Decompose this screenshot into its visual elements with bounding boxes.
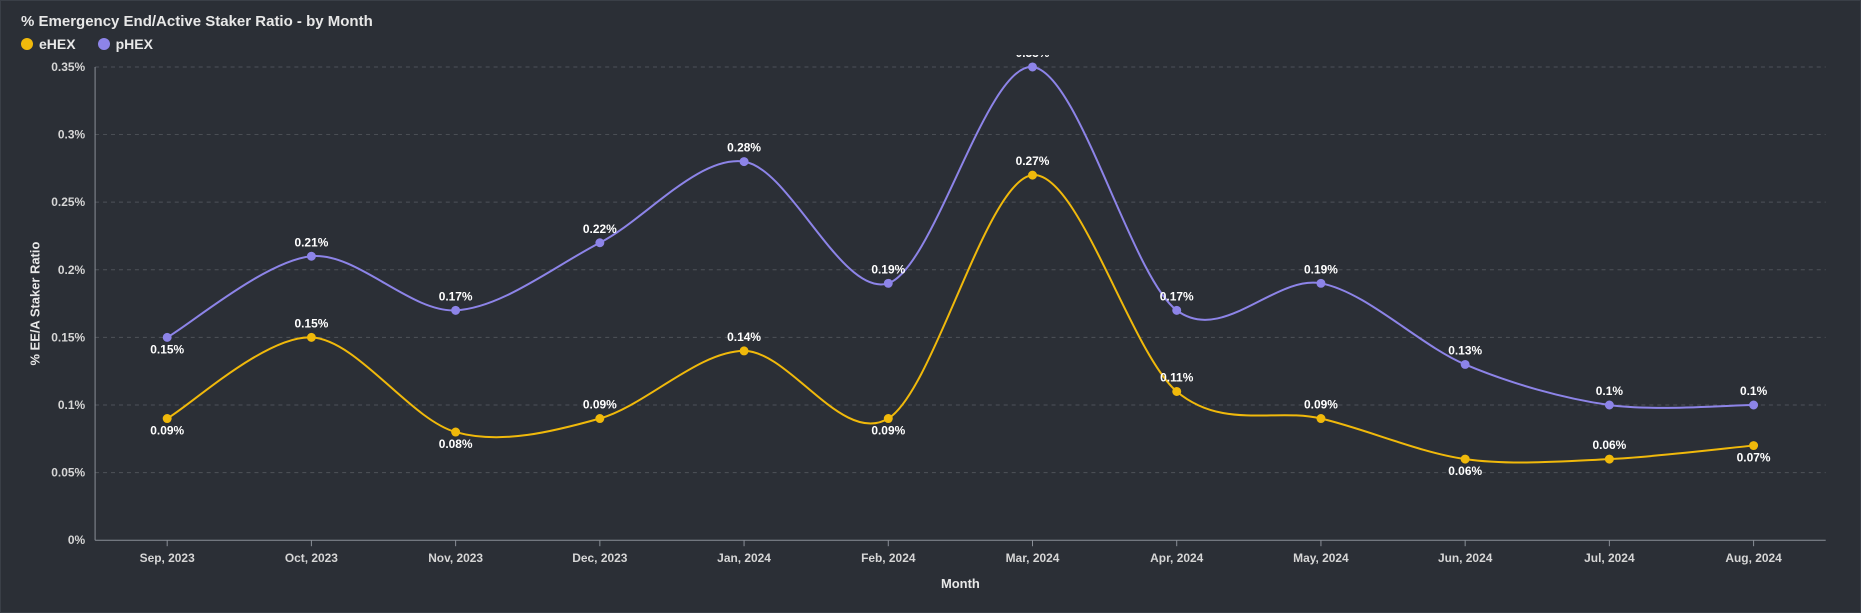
point-label-eHEX: 0.14%	[727, 330, 761, 344]
point-label-eHEX: 0.09%	[583, 398, 617, 412]
series-line-eHEX	[167, 175, 1753, 462]
legend-label-phex: pHEX	[116, 36, 153, 52]
x-tick-label: Dec, 2023	[572, 551, 627, 565]
point-eHEX[interactable]	[1173, 387, 1181, 395]
legend-label-ehex: eHEX	[39, 36, 76, 52]
x-tick-label: May, 2024	[1293, 551, 1349, 565]
series-line-pHEX	[167, 67, 1753, 408]
x-tick-label: Apr, 2024	[1150, 551, 1203, 565]
point-label-eHEX: 0.09%	[1304, 398, 1338, 412]
legend: eHEX pHEX	[21, 36, 1846, 52]
point-pHEX[interactable]	[596, 239, 604, 247]
point-pHEX[interactable]	[1461, 360, 1469, 368]
point-label-eHEX: 0.09%	[871, 423, 905, 437]
x-tick-label: Nov, 2023	[428, 551, 483, 565]
point-label-eHEX: 0.08%	[439, 437, 473, 451]
x-axis-title: Month	[941, 576, 980, 591]
legend-item-ehex[interactable]: eHEX	[21, 36, 76, 52]
point-label-pHEX: 0.17%	[439, 289, 473, 303]
y-tick-label: 0.05%	[51, 466, 85, 480]
x-tick-label: Jun, 2024	[1438, 551, 1493, 565]
x-tick-label: Jul, 2024	[1584, 551, 1635, 565]
point-eHEX[interactable]	[307, 333, 315, 341]
point-eHEX[interactable]	[884, 415, 892, 423]
point-label-pHEX: 0.1%	[1596, 384, 1624, 398]
point-pHEX[interactable]	[1173, 306, 1181, 314]
point-label-eHEX: 0.15%	[294, 316, 328, 330]
x-tick-label: Feb, 2024	[861, 551, 916, 565]
point-eHEX[interactable]	[596, 415, 604, 423]
y-tick-label: 0.3%	[58, 128, 86, 142]
point-eHEX[interactable]	[740, 347, 748, 355]
chart-card: % Emergency End/Active Staker Ratio - by…	[0, 0, 1861, 613]
point-eHEX[interactable]	[1605, 455, 1613, 463]
point-label-pHEX: 0.13%	[1448, 343, 1482, 357]
x-tick-label: Aug, 2024	[1725, 551, 1782, 565]
point-label-eHEX: 0.06%	[1448, 464, 1482, 478]
point-label-eHEX: 0.27%	[1016, 154, 1050, 168]
point-pHEX[interactable]	[163, 333, 171, 341]
point-label-pHEX: 0.15%	[150, 342, 184, 356]
point-label-eHEX: 0.11%	[1160, 371, 1194, 385]
point-label-pHEX: 0.28%	[727, 141, 761, 155]
x-tick-label: Mar, 2024	[1006, 551, 1060, 565]
point-label-eHEX: 0.07%	[1737, 451, 1771, 465]
point-label-pHEX: 0.35%	[1016, 55, 1050, 60]
point-eHEX[interactable]	[1750, 442, 1758, 450]
point-pHEX[interactable]	[1029, 63, 1037, 71]
point-label-pHEX: 0.21%	[294, 235, 328, 249]
y-tick-label: 0.2%	[58, 263, 86, 277]
legend-swatch-ehex	[21, 38, 33, 50]
y-tick-label: 0%	[68, 533, 86, 547]
x-tick-label: Sep, 2023	[140, 551, 195, 565]
point-pHEX[interactable]	[307, 252, 315, 260]
chart-svg: 0% 0.05% 0.1% 0.15% 0.2% 0.25% 0.3% 0.35% Sep, 2…	[15, 55, 1846, 598]
y-axis-title: % EE/A Staker Ratio	[27, 242, 42, 366]
legend-swatch-phex	[98, 38, 110, 50]
y-tick-label: 0.15%	[51, 330, 85, 344]
point-pHEX[interactable]	[1750, 401, 1758, 409]
x-tick-label: Oct, 2023	[285, 551, 338, 565]
legend-item-phex[interactable]: pHEX	[98, 36, 153, 52]
point-pHEX[interactable]	[884, 279, 892, 287]
point-label-pHEX: 0.17%	[1160, 289, 1194, 303]
y-tick-label: 0.1%	[58, 398, 86, 412]
point-pHEX[interactable]	[1317, 279, 1325, 287]
x-tick-label: Jan, 2024	[717, 551, 771, 565]
point-label-pHEX: 0.22%	[583, 222, 617, 236]
chart-title: % Emergency End/Active Staker Ratio - by…	[21, 13, 1846, 30]
point-eHEX[interactable]	[163, 415, 171, 423]
point-label-eHEX: 0.06%	[1592, 438, 1626, 452]
y-tick-label: 0.25%	[51, 195, 85, 209]
point-eHEX[interactable]	[1029, 171, 1037, 179]
point-eHEX[interactable]	[452, 428, 460, 436]
point-pHEX[interactable]	[740, 158, 748, 166]
point-pHEX[interactable]	[452, 306, 460, 314]
point-eHEX[interactable]	[1461, 455, 1469, 463]
point-pHEX[interactable]	[1605, 401, 1613, 409]
point-label-eHEX: 0.09%	[150, 423, 184, 437]
y-tick-label: 0.35%	[51, 60, 85, 74]
point-label-pHEX: 0.19%	[1304, 262, 1338, 276]
chart-plot: 0% 0.05% 0.1% 0.15% 0.2% 0.25% 0.3% 0.35% Sep, 2…	[15, 55, 1846, 598]
point-label-pHEX: 0.1%	[1740, 384, 1768, 398]
point-label-pHEX: 0.19%	[871, 262, 905, 276]
point-eHEX[interactable]	[1317, 415, 1325, 423]
